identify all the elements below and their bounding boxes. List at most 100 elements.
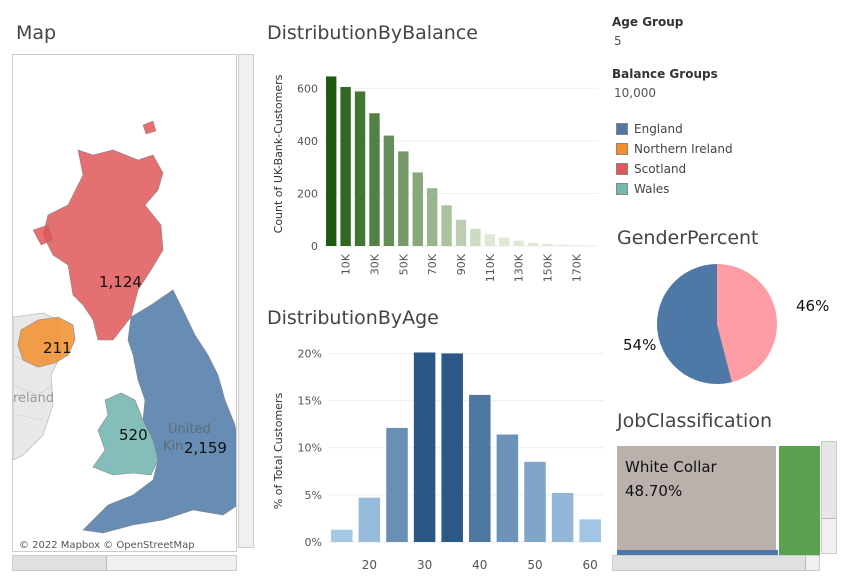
- balance-chart[interactable]: Count of UK-Bank-Customers 0 200 400 600 10K 3…: [268, 56, 606, 290]
- age-bar[interactable]: [524, 461, 546, 542]
- age-bar[interactable]: [551, 492, 574, 542]
- job-vertical-scrollbar-thumb[interactable]: [822, 442, 836, 519]
- balance-x-tick-label: 70K: [426, 253, 439, 275]
- northern-ireland-count-label: 211: [43, 339, 72, 357]
- age-chart-title: DistributionByAge: [267, 307, 439, 329]
- united-place-label: United: [168, 422, 211, 437]
- england-region[interactable]: [82, 289, 237, 534]
- balance-bar[interactable]: [383, 135, 395, 246]
- map-panel[interactable]: reland United Kin 1,124 211 520 2,159 © …: [12, 54, 237, 552]
- age-x-tick-label: 60: [583, 558, 598, 572]
- england-count-label: 2,159: [184, 439, 227, 457]
- kingdom-place-label: Kin: [163, 439, 183, 454]
- balance-bar[interactable]: [585, 245, 596, 246]
- balance-x-tick-label: 50K: [397, 253, 410, 275]
- age-x-tick-label: 20: [362, 558, 377, 572]
- legend-item[interactable]: England: [616, 121, 683, 137]
- balance-bar[interactable]: [527, 242, 539, 246]
- gender-chart-title: GenderPercent: [617, 227, 759, 249]
- job-horizontal-scrollbar-thumb[interactable]: [613, 556, 806, 570]
- balance-x-tick-label: 150K: [542, 253, 555, 282]
- job-treemap[interactable]: White Collar 48.70%: [617, 446, 820, 555]
- legend-label: Northern Ireland: [634, 142, 733, 156]
- balance-bar[interactable]: [470, 228, 481, 246]
- balance-groups-label: Balance Groups: [612, 67, 718, 81]
- job-vertical-scrollbar[interactable]: [821, 441, 837, 554]
- male-slice[interactable]: [657, 264, 732, 384]
- northern-ireland-region[interactable]: [17, 316, 76, 368]
- age-y-axis-label: % of Total Customers: [272, 393, 285, 510]
- balance-bar[interactable]: [398, 151, 409, 246]
- age-y-tick-label: 5%: [305, 489, 322, 502]
- map-horizontal-scrollbar[interactable]: [12, 555, 237, 571]
- map-attribution[interactable]: © 2022 Mapbox © OpenStreetMap: [19, 540, 195, 551]
- male-percent-label: 54%: [623, 336, 656, 354]
- balance-x-tick-label: 90K: [455, 253, 468, 275]
- gender-pie-chart[interactable]: 46% 54%: [612, 256, 842, 396]
- map-title: Map: [16, 22, 57, 44]
- balance-bar[interactable]: [513, 240, 524, 246]
- map-horizontal-scrollbar-thumb[interactable]: [13, 556, 107, 570]
- balance-x-tick-label: 170K: [570, 253, 583, 282]
- legend-label: Scotland: [634, 162, 687, 176]
- white-collar-label: White Collar: [625, 458, 717, 476]
- legend-swatch: [616, 123, 628, 135]
- age-x-tick-label: 50: [527, 558, 542, 572]
- wales-count-label: 520: [119, 426, 148, 444]
- female-slice[interactable]: [717, 264, 777, 383]
- scotland-count-label: 1,124: [99, 273, 142, 291]
- age-y-tick-label: 10%: [298, 442, 322, 455]
- balance-x-tick-label: 10K: [340, 253, 353, 275]
- balance-bar[interactable]: [369, 113, 380, 246]
- legend-swatch: [616, 183, 628, 195]
- map-vertical-scrollbar[interactable]: [238, 54, 254, 548]
- balance-bar[interactable]: [542, 243, 553, 246]
- legend-label: England: [634, 122, 683, 136]
- balance-bar[interactable]: [571, 245, 582, 246]
- legend-swatch: [616, 143, 628, 155]
- wales-region[interactable]: [92, 392, 159, 476]
- balance-y-tick-label: 600: [297, 82, 318, 95]
- uk-map[interactable]: reland United Kin 1,124 211 520 2,159 © …: [13, 55, 237, 552]
- legend-item[interactable]: Northern Ireland: [616, 141, 733, 157]
- balance-y-axis-label: Count of UK-Bank-Customers: [272, 74, 285, 233]
- job-chart-title: JobClassification: [617, 410, 773, 432]
- balance-bar[interactable]: [499, 237, 510, 246]
- age-y-tick-label: 0%: [305, 536, 322, 549]
- white-collar-percent: 48.70%: [625, 482, 683, 500]
- scotland-region[interactable]: [42, 149, 164, 341]
- balance-bar[interactable]: [354, 91, 366, 246]
- age-bar[interactable]: [441, 353, 463, 542]
- balance-bar[interactable]: [326, 76, 337, 246]
- legend-item[interactable]: Wales: [616, 181, 669, 197]
- age-group-label: Age Group: [612, 15, 684, 29]
- age-bar[interactable]: [579, 519, 601, 542]
- legend-item[interactable]: Scotland: [616, 161, 686, 177]
- balance-bar[interactable]: [484, 234, 496, 246]
- legend-swatch: [616, 163, 628, 175]
- other-job-cell[interactable]: [779, 446, 820, 555]
- white-collar-cell[interactable]: White Collar 48.70%: [617, 446, 778, 550]
- blue-strip-cell[interactable]: [617, 550, 778, 555]
- age-x-tick-label: 30: [417, 558, 432, 572]
- age-bar[interactable]: [496, 434, 519, 542]
- balance-bar[interactable]: [441, 205, 452, 246]
- balance-y-tick-label: 200: [297, 187, 318, 200]
- age-group-value[interactable]: 5: [614, 34, 622, 48]
- age-y-tick-label: 15%: [298, 395, 322, 408]
- balance-bar[interactable]: [556, 244, 568, 246]
- balance-bar[interactable]: [426, 188, 438, 246]
- age-bar[interactable]: [331, 529, 353, 542]
- age-chart[interactable]: % of Total Customers 0% 5% 10% 15% 20% 20 30 40 5…: [268, 336, 606, 576]
- balance-bar[interactable]: [340, 86, 351, 246]
- balance-bar[interactable]: [412, 172, 423, 246]
- balance-chart-title: DistributionByBalance: [267, 22, 478, 44]
- age-bar[interactable]: [386, 427, 408, 542]
- balance-bar[interactable]: [455, 219, 467, 246]
- job-horizontal-scrollbar[interactable]: [612, 555, 820, 571]
- balance-y-tick-label: 400: [297, 135, 318, 148]
- balance-groups-value[interactable]: 10,000: [614, 86, 656, 100]
- age-bar[interactable]: [469, 394, 491, 542]
- age-bar[interactable]: [358, 497, 381, 542]
- age-bar[interactable]: [413, 352, 436, 542]
